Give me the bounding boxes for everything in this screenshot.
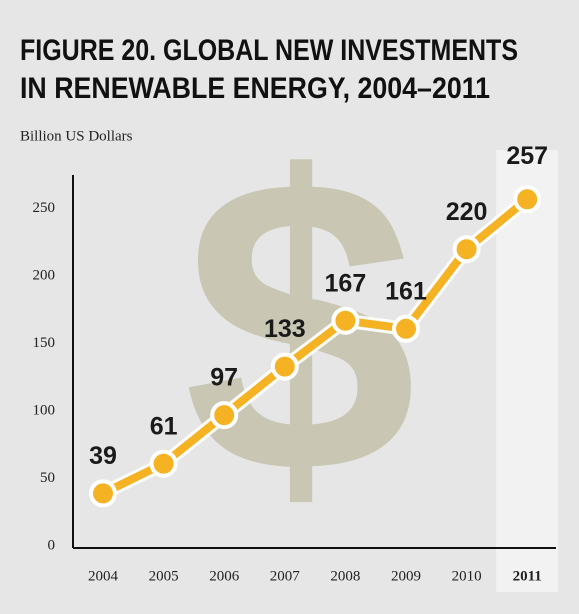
marker [210,401,239,430]
y-tick-label: 100 [33,403,56,419]
x-tick-label: 2004 [88,568,119,584]
marker [331,306,360,335]
marker [452,235,481,264]
data-label: 133 [264,315,306,343]
y-tick-label: 50 [40,470,55,486]
data-label: 39 [89,442,117,470]
chart-title: IN RENEWABLE ENERGY, 2004–2011 [20,72,490,105]
x-tick-label: 2007 [270,568,301,584]
marker [149,449,178,478]
marker [513,185,542,214]
data-label: 161 [385,277,427,305]
marker [89,479,117,508]
data-label: 220 [446,198,488,226]
data-label: 257 [506,142,548,170]
y-tick-label: 0 [48,537,56,553]
y-axis-label: Billion US Dollars [20,128,133,144]
x-tick-label: 2009 [391,568,421,584]
x-tick-label: 2011 [513,568,542,584]
data-label: 61 [150,412,178,440]
data-label: 97 [210,364,238,392]
data-label: 167 [325,269,367,297]
marker [270,352,299,381]
x-tick-label: 2010 [452,568,482,584]
x-tick-label: 2006 [209,568,240,584]
chart-title: FIGURE 20. GLOBAL NEW INVESTMENTS [20,34,518,67]
x-tick-label: 2008 [330,568,360,584]
marker [392,314,420,343]
x-tick-label: 2005 [149,568,179,584]
y-tick-label: 250 [33,200,56,216]
y-tick-label: 150 [33,335,56,351]
y-tick-label: 200 [33,268,56,284]
